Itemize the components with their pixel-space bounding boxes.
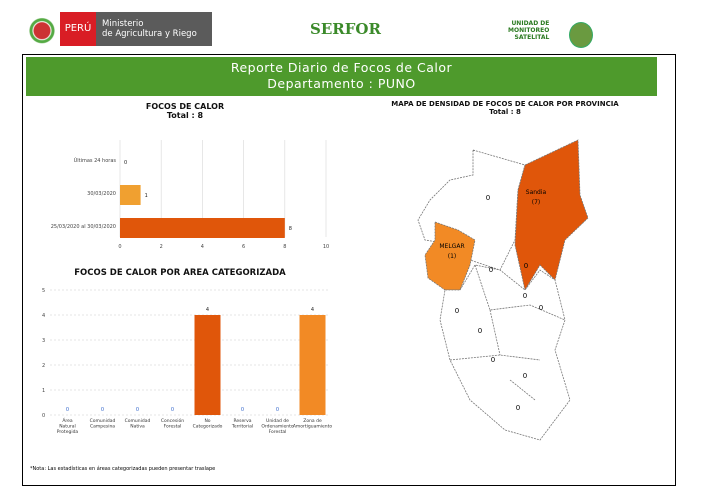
bar xyxy=(194,315,221,415)
vbar-chart: 0 1 2 3 4 5 0 Área Natural Protegida 0 Comunidad Cam… xyxy=(42,288,333,435)
zero-label: 0 xyxy=(491,356,495,364)
x-category-label: Comunidad Nativa xyxy=(125,418,151,430)
map-title: MAPA DE DENSIDAD DE FOCOS DE CALOR POR P… xyxy=(360,100,650,116)
report-subtitle: Departamento : PUNO xyxy=(267,76,416,91)
peru-label: PERÚ xyxy=(60,12,96,46)
bar xyxy=(299,315,326,415)
hbar-chart: 0 2 4 6 8 10 Últimas 24 horas 0 30/03/2020 1 25/03… xyxy=(51,140,329,250)
x-category-label: No Categorizado xyxy=(193,418,223,430)
y-category-label: 30/03/2020 xyxy=(87,191,116,197)
bar-value-label: 0 xyxy=(124,160,127,166)
zero-label: 0 xyxy=(486,194,490,202)
footnote: *Nota: Las estadísticas en áreas categor… xyxy=(30,466,216,472)
bar-value-label: 8 xyxy=(289,226,292,232)
bar xyxy=(120,185,141,205)
bar-value-label: 0 xyxy=(101,407,104,413)
bar-value-label: 1 xyxy=(145,193,148,199)
zero-label: 0 xyxy=(523,372,527,380)
map-subtitle: Total : 8 xyxy=(489,108,521,116)
zero-label: 0 xyxy=(489,266,493,274)
x-category-label: Concesión Forestal xyxy=(161,417,184,430)
ministry-line1: Ministerio xyxy=(102,19,144,29)
zero-label: 0 xyxy=(516,404,520,412)
bar-value-label: 0 xyxy=(241,407,244,413)
bar-value-label: 0 xyxy=(171,407,174,413)
x-tick-label: 6 xyxy=(242,244,245,250)
y-tick-label: 3 xyxy=(42,338,45,344)
x-tick-label: 8 xyxy=(283,244,286,250)
zero-label: 0 xyxy=(455,307,459,315)
x-category-label: Comunidad Campesina xyxy=(90,418,116,430)
bar-value-label: 0 xyxy=(66,407,69,413)
bar-value-label: 4 xyxy=(206,307,209,313)
report-frame xyxy=(22,54,676,486)
y-category-label: 25/03/2020 al 30/03/2020 xyxy=(51,224,116,230)
x-tick-label: 10 xyxy=(323,244,329,250)
ministry-label: Ministerio de Agricultura y Riego xyxy=(96,12,212,46)
zero-label: 0 xyxy=(523,292,527,300)
chart1-title-text: FOCOS DE CALOR xyxy=(145,102,225,111)
bar xyxy=(120,218,285,238)
y-tick-label: 2 xyxy=(42,363,45,369)
satellite-globe-icon xyxy=(569,22,593,48)
chart1-title: FOCOS DE CALOR Total : 8 xyxy=(100,102,270,120)
x-category-label: Reserva Territorial xyxy=(231,418,253,430)
x-category-label: Área Natural Protegida xyxy=(57,417,79,435)
y-tick-label: 0 xyxy=(42,413,45,419)
x-tick-label: 4 xyxy=(201,244,204,250)
zero-label: 0 xyxy=(524,262,528,270)
map-title-text: MAPA DE DENSIDAD DE FOCOS DE CALOR POR P… xyxy=(391,100,619,108)
chart2-title: FOCOS DE CALOR POR AREA CATEGORIZADA xyxy=(74,268,286,278)
sandia-count: (7) xyxy=(532,199,541,206)
bar-value-label: 4 xyxy=(311,307,314,313)
chart1-subtitle: Total : 8 xyxy=(166,111,204,120)
unit-line1: UNIDAD DE xyxy=(511,20,550,27)
melgar-count: (1) xyxy=(448,253,457,260)
ministry-line2: de Agricultura y Riego xyxy=(102,29,197,39)
unit-label: UNIDAD DE MONITOREO SATELITAL xyxy=(508,20,549,41)
serfor-logo: SERFOR xyxy=(310,20,381,38)
unit-line2: MONITOREO xyxy=(508,27,550,34)
y-tick-label: 1 xyxy=(42,388,45,394)
y-category-label: Últimas 24 horas xyxy=(74,157,117,164)
province-south xyxy=(439,264,571,441)
bar-value-label: 0 xyxy=(276,407,279,413)
y-tick-label: 5 xyxy=(42,288,45,294)
report-banner: Reporte Diario de Focos de Calor Departa… xyxy=(26,57,657,96)
x-category-label: Unidad de Ordenamiento Forestal xyxy=(261,418,294,435)
x-category-label: Zona de Amortiguamiento xyxy=(293,418,333,430)
x-tick-label: 0 xyxy=(118,244,121,250)
zero-label: 0 xyxy=(478,327,482,335)
report-title: Reporte Diario de Focos de Calor xyxy=(230,60,453,75)
peru-coat-of-arms-logo xyxy=(27,12,57,46)
puno-province-map: Sandia (7) MELGAR (1) 0 0 0 0 0 0 0 0 0 … xyxy=(417,139,589,441)
unit-line3: SATELITAL xyxy=(514,34,550,41)
bar-value-label: 0 xyxy=(136,407,139,413)
zero-label: 0 xyxy=(539,304,543,312)
y-tick-label: 4 xyxy=(42,313,45,319)
melgar-label: MELGAR xyxy=(439,243,464,250)
x-tick-label: 2 xyxy=(160,244,163,250)
sandia-label: Sandia xyxy=(526,189,547,196)
